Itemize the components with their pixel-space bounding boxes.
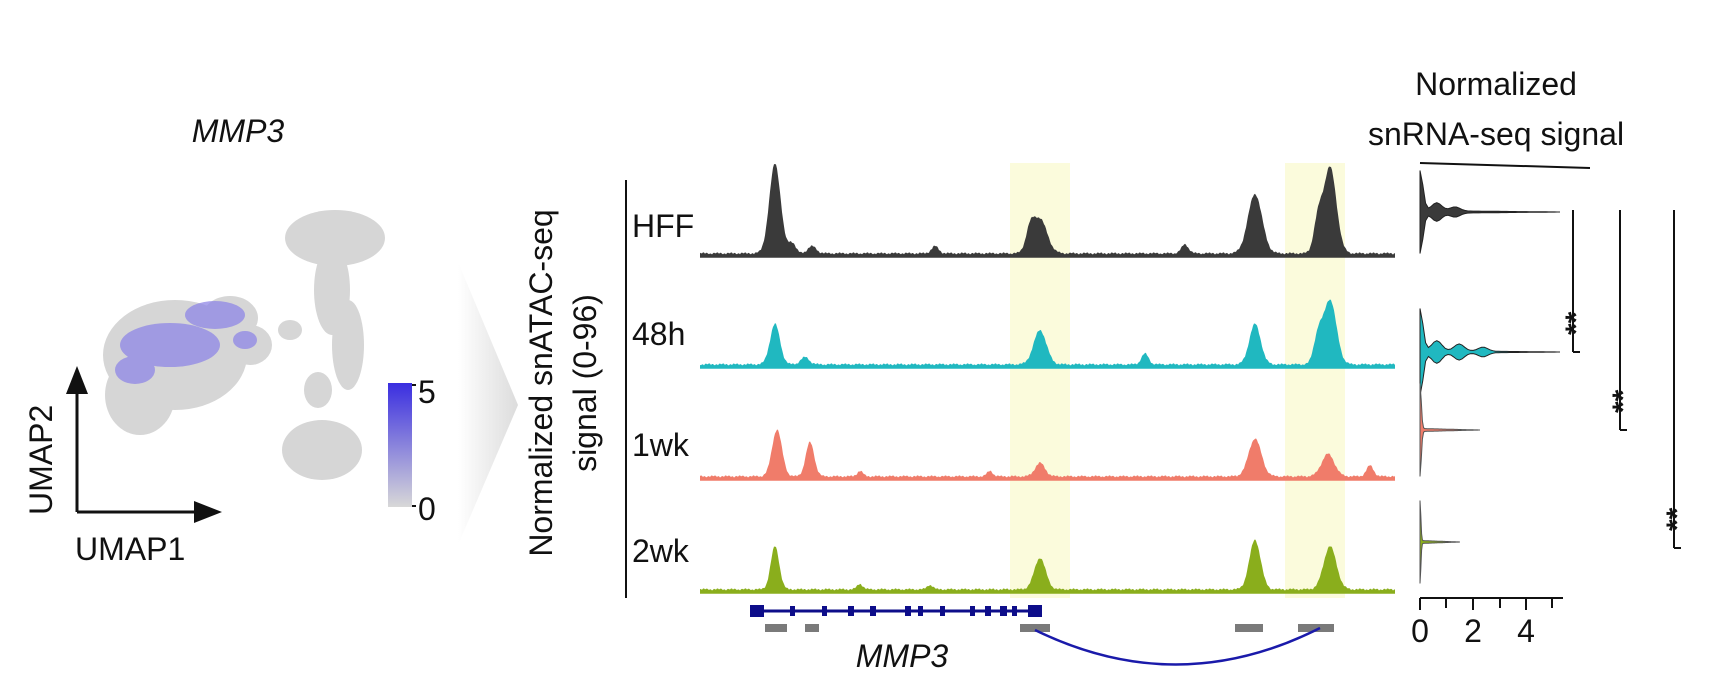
track-label-1wk: 1wk [632, 427, 690, 463]
track-label-hff: HFF [632, 208, 694, 244]
significance-48h: ** [1560, 311, 1593, 335]
umap-cluster-small-lower [304, 372, 332, 408]
gene-model [750, 605, 1042, 617]
violin-x-tick-0: 0 [1411, 613, 1429, 649]
track-label-2wk: 2wk [632, 533, 690, 569]
violin-panel: Normalized snRNA-seq signal 0 2 4 ** ** … [1368, 66, 1694, 649]
atac-track-area-1wk [700, 429, 1395, 480]
violin-2wk [1419, 500, 1460, 584]
violin-x-tick-2: 2 [1464, 613, 1482, 649]
violin-title-line2: snRNA-seq signal [1368, 116, 1624, 152]
track-layer [700, 164, 1395, 594]
atac-track-1wk [700, 429, 1395, 481]
umap-cluster-top [285, 210, 385, 266]
atac-track-2wk [700, 539, 1395, 594]
atac-track-hff [700, 164, 1395, 258]
violin-x-axis [1419, 597, 1563, 610]
violin-top-line [1419, 162, 1591, 169]
violin-shape-1wk [1419, 383, 1480, 477]
colorbar-min-label: 0 [418, 491, 436, 527]
atac-track-area-2wk [700, 539, 1395, 593]
umap-expression-dots [115, 301, 257, 384]
umap-axes [66, 366, 222, 523]
atac-tracks-panel: Normalized snATAC-seq signal (0-96) HFF … [523, 163, 1395, 674]
significance-1wk: ** [1607, 389, 1640, 413]
umap-cluster-right-column [332, 300, 364, 390]
significance-2wk: ** [1661, 507, 1694, 531]
atac-track-48h [700, 299, 1395, 369]
violin-hff [1419, 170, 1560, 254]
violin-title-line1: Normalized [1415, 66, 1577, 102]
violin-48h [1419, 308, 1560, 396]
violin-1wk [1419, 383, 1480, 477]
peak-boxes [765, 624, 1334, 632]
umap-panel: MMP3 UMAP2 UMAP1 [23, 113, 518, 567]
significance-brackets [1572, 210, 1681, 549]
atac-y-label-line1: Normalized snATAC-seq [523, 209, 559, 556]
gene-label: MMP3 [856, 638, 949, 674]
colorbar-max-label: 5 [418, 374, 436, 410]
track-label-48h: 48h [632, 316, 685, 352]
zoom-funnel [458, 262, 518, 545]
violin-layer [1419, 170, 1560, 584]
atac-y-label-line2: signal (0-96) [567, 294, 603, 472]
atac-track-area-hff [700, 164, 1395, 257]
atac-track-area-48h [700, 299, 1395, 368]
violin-shape-48h [1419, 308, 1560, 396]
coaccessibility-loop [1034, 626, 1321, 666]
umap-cluster-bottom [282, 420, 362, 480]
umap-title: MMP3 [192, 113, 285, 149]
umap-x-label: UMAP1 [75, 531, 185, 567]
violin-x-tick-4: 4 [1517, 613, 1535, 649]
violin-shape-hff [1419, 170, 1560, 254]
umap-cluster-bridge [278, 320, 302, 340]
umap-colorbar: 5 0 [388, 374, 436, 527]
violin-shape-2wk [1419, 500, 1460, 584]
colorbar-gradient [388, 383, 412, 507]
umap-y-label: UMAP2 [23, 405, 59, 515]
